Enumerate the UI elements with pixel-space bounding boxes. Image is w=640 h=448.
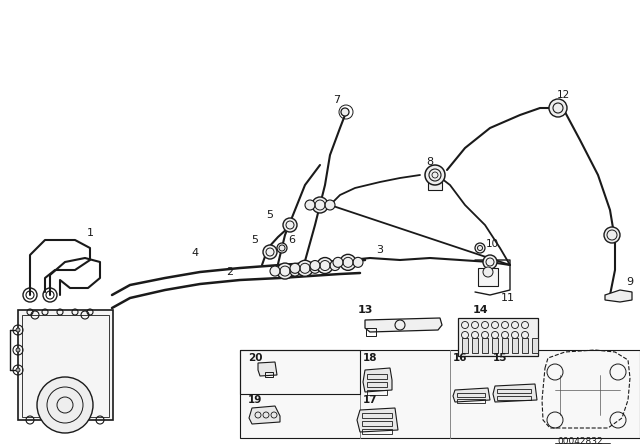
Circle shape xyxy=(16,368,20,372)
Circle shape xyxy=(325,200,335,210)
Bar xyxy=(458,318,538,356)
Circle shape xyxy=(483,255,497,269)
Text: 12: 12 xyxy=(556,90,570,100)
Text: 6: 6 xyxy=(289,235,296,245)
Polygon shape xyxy=(258,362,277,376)
Circle shape xyxy=(290,266,300,276)
Text: 14: 14 xyxy=(472,305,488,315)
Text: 7: 7 xyxy=(333,95,340,105)
Text: 1: 1 xyxy=(86,228,93,238)
Bar xyxy=(457,393,485,397)
Circle shape xyxy=(317,258,333,274)
Circle shape xyxy=(16,348,20,352)
Circle shape xyxy=(37,377,93,433)
Bar xyxy=(462,338,468,353)
Bar xyxy=(362,413,392,418)
Polygon shape xyxy=(453,388,490,402)
Circle shape xyxy=(310,263,320,273)
Bar xyxy=(497,396,531,400)
Circle shape xyxy=(305,200,315,210)
Text: 17: 17 xyxy=(363,395,378,405)
Circle shape xyxy=(310,261,320,271)
Bar xyxy=(240,350,640,438)
Circle shape xyxy=(475,243,485,253)
Bar xyxy=(240,350,360,394)
Bar xyxy=(362,429,392,434)
Text: 9: 9 xyxy=(627,277,634,287)
Bar xyxy=(457,399,485,403)
Circle shape xyxy=(425,165,445,185)
Bar xyxy=(497,389,531,393)
Text: 5: 5 xyxy=(252,235,259,245)
Circle shape xyxy=(263,245,277,259)
Bar xyxy=(482,338,488,353)
Text: 19: 19 xyxy=(248,395,262,405)
Bar xyxy=(367,390,387,395)
Bar xyxy=(367,382,387,387)
Polygon shape xyxy=(363,368,392,392)
Circle shape xyxy=(270,266,280,276)
Bar xyxy=(18,310,113,420)
Circle shape xyxy=(290,263,300,273)
Text: 2: 2 xyxy=(227,267,234,277)
Text: 00042832: 00042832 xyxy=(557,436,603,445)
Text: 8: 8 xyxy=(426,157,433,167)
Bar xyxy=(502,338,508,353)
Bar xyxy=(265,372,273,377)
Circle shape xyxy=(483,267,493,277)
Circle shape xyxy=(297,260,313,276)
Bar xyxy=(472,338,478,353)
Circle shape xyxy=(277,243,287,253)
Text: 15: 15 xyxy=(493,353,508,363)
Text: 4: 4 xyxy=(191,248,198,258)
Bar xyxy=(522,338,528,353)
Text: 16: 16 xyxy=(452,353,467,363)
Bar xyxy=(362,421,392,426)
Polygon shape xyxy=(605,290,632,302)
Text: 18: 18 xyxy=(363,353,377,363)
Text: 10: 10 xyxy=(485,239,499,249)
Bar xyxy=(367,374,387,379)
Circle shape xyxy=(312,197,328,213)
Circle shape xyxy=(341,108,349,116)
Circle shape xyxy=(330,261,340,271)
Polygon shape xyxy=(357,408,398,432)
Bar xyxy=(428,182,442,190)
Bar xyxy=(478,268,498,286)
Circle shape xyxy=(604,227,620,243)
Circle shape xyxy=(353,257,363,267)
Circle shape xyxy=(340,254,356,270)
Circle shape xyxy=(549,99,567,117)
Text: 3: 3 xyxy=(376,245,383,255)
Polygon shape xyxy=(249,406,280,424)
Text: 13: 13 xyxy=(357,305,372,315)
Bar xyxy=(366,328,376,336)
Circle shape xyxy=(333,257,343,267)
Text: 20: 20 xyxy=(248,353,262,363)
Text: 5: 5 xyxy=(266,210,273,220)
Circle shape xyxy=(277,263,293,279)
Text: 11: 11 xyxy=(501,293,515,303)
Polygon shape xyxy=(365,318,442,332)
Bar xyxy=(492,338,498,353)
Circle shape xyxy=(283,218,297,232)
Bar xyxy=(22,315,109,417)
Bar xyxy=(512,338,518,353)
Circle shape xyxy=(16,328,20,332)
Polygon shape xyxy=(493,384,537,402)
Bar xyxy=(532,338,538,353)
